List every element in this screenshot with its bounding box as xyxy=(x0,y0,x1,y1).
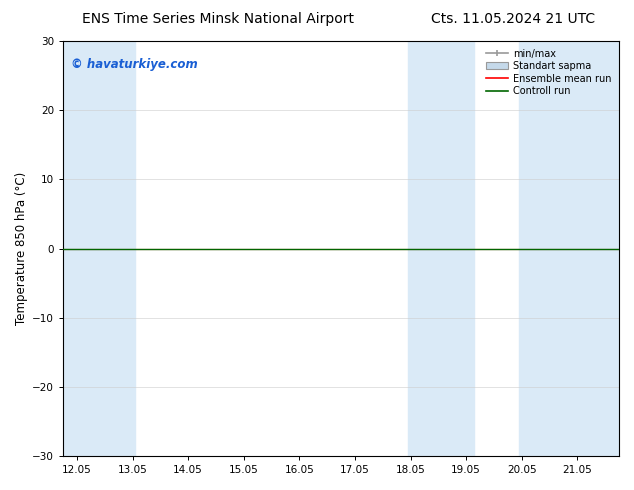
Text: Cts. 11.05.2024 21 UTC: Cts. 11.05.2024 21 UTC xyxy=(431,12,595,26)
Bar xyxy=(438,41,474,456)
Bar xyxy=(99,41,135,456)
Legend: min/max, Standart sapma, Ensemble mean run, Controll run: min/max, Standart sapma, Ensemble mean r… xyxy=(484,46,614,99)
Y-axis label: Temperature 850 hPa (°C): Temperature 850 hPa (°C) xyxy=(15,172,28,325)
Text: © havaturkiye.com: © havaturkiye.com xyxy=(72,58,198,71)
Bar xyxy=(550,41,619,456)
Bar xyxy=(519,41,550,456)
Bar xyxy=(408,41,438,456)
Text: ENS Time Series Minsk National Airport: ENS Time Series Minsk National Airport xyxy=(82,12,354,26)
Bar xyxy=(63,41,99,456)
